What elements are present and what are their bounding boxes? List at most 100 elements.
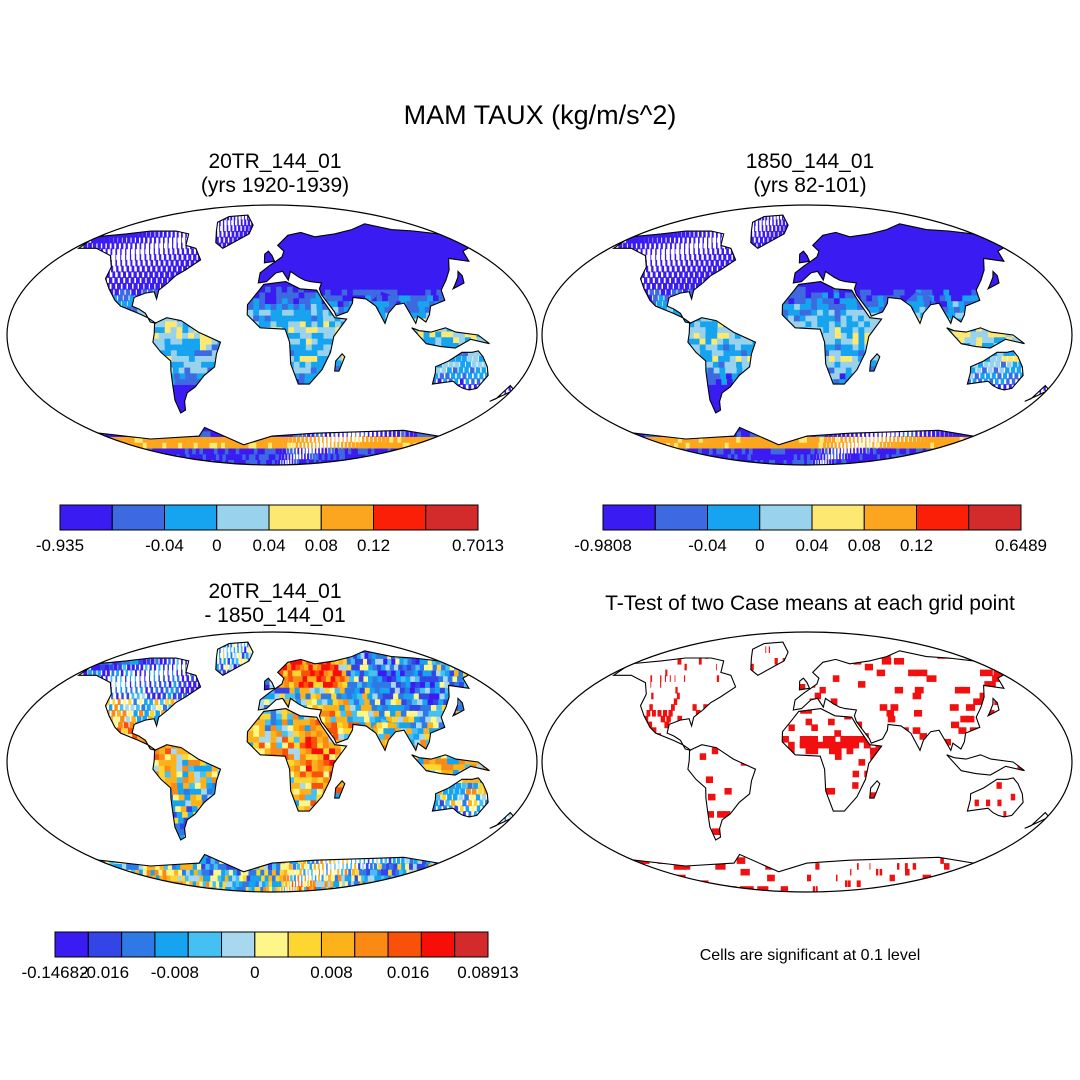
- case2-colorbar-label: 0: [755, 536, 764, 555]
- case1-colorbar-label: 0.04: [252, 536, 285, 555]
- case1-colorbar-label: 0.12: [357, 536, 390, 555]
- ttest-uk-field: [799, 684, 806, 690]
- case2-colorbar-swatch: [968, 504, 1022, 531]
- ttest-greenland-coastline: [750, 641, 789, 676]
- case1-colorbar-swatch: [425, 504, 479, 531]
- case2-title: 1850_144_01 (yrs 82-101): [670, 150, 950, 198]
- case1-colorbar-swatch: [111, 504, 165, 531]
- diff-colorbar-label: 0.016: [387, 963, 430, 982]
- case1-samerica-coastline: [152, 317, 222, 414]
- case1-nz-coastline: [489, 384, 515, 402]
- diff-madagascar-coastline: [334, 779, 346, 799]
- diff-nz-coastline: [489, 811, 515, 829]
- case1-colorbar-label: 0.08: [305, 536, 338, 555]
- diff-seasia-coastline: [411, 754, 490, 776]
- case1-colorbar: -0.935 -0.04 0 0.04 0.08 0.12 0.7013: [36, 504, 504, 555]
- case2-samerica-coastline: [687, 317, 757, 414]
- case1-africa-coastline: [246, 281, 348, 385]
- case2-colorbar: -0.9808 -0.04 0 0.04 0.08 0.12 0.6489: [574, 504, 1047, 555]
- diff-title-line1: 20TR_144_01: [208, 580, 342, 603]
- ttest-japan-coastline: [986, 697, 1000, 718]
- diff-colorbar-swatch: [454, 931, 489, 958]
- case2-eurasia-coastline: [792, 223, 1009, 325]
- ttest-map-background: [542, 632, 1072, 892]
- ttest-coastlines: [609, 641, 1050, 892]
- case1-australia-coastline: [431, 350, 489, 391]
- case2-colorbar-label: 0.08: [848, 536, 881, 555]
- diff-colorbar-swatch: [121, 931, 156, 958]
- ttest-map: [541, 631, 1073, 893]
- diff-colorbar-label: -0.008: [151, 963, 199, 982]
- diff-colorbar-swatch: [354, 931, 389, 958]
- diff-namerica-coastline: [76, 657, 202, 751]
- diff-colorbar-swatch: [187, 931, 223, 958]
- case1-colorbar-label: 0: [212, 536, 221, 555]
- diff-title-line2: - 1850_144_01: [204, 604, 346, 627]
- case2-colorbar-swatch: [602, 504, 656, 531]
- diff-colorbar-swatch: [387, 931, 422, 958]
- diff-colorbar: -0.14682-0.016 -0.008 0 0.008 0.016 0.08913: [21, 931, 519, 982]
- case2-colorbar-swatch: [654, 504, 708, 531]
- case1-japan-coastline: [451, 270, 465, 291]
- diff-eurasia-coastline: [257, 650, 474, 752]
- case1-title-line2: (yrs 1920-1939): [200, 174, 350, 197]
- diff-colorbar-swatch: [54, 931, 89, 958]
- case2-namerica-coastline: [611, 230, 737, 324]
- case2-colorbar-swatch: [863, 504, 917, 531]
- ttest-namerica-coastline: [611, 657, 737, 751]
- diff-africa-coastline: [246, 708, 348, 812]
- diff-colorbar-swatch: [154, 931, 189, 958]
- case2-colorbar-label: 0.04: [795, 536, 828, 555]
- diff-colorbar-label: -0.016: [81, 963, 129, 982]
- case1-map: [6, 204, 538, 466]
- case1-colorbar-swatch: [373, 504, 427, 531]
- diff-australia-coastline: [431, 777, 489, 818]
- diff-colorbar-swatch: [287, 931, 322, 958]
- case2-nz-coastline: [1024, 384, 1050, 402]
- case1-uk-coastline: [263, 250, 276, 264]
- main-title: MAM TAUX (kg/m/s^2): [403, 100, 677, 130]
- case2-seasia-coastline: [946, 327, 1025, 349]
- case2-colorbar-swatch: [759, 504, 813, 531]
- case1-title-line1: 20TR_144_01: [208, 150, 342, 173]
- case2-map: [541, 204, 1073, 466]
- diff-map-border: [6, 631, 538, 893]
- diff-colorbar-label: 0.08913: [457, 963, 518, 982]
- case2-title-line2: (yrs 82-101): [753, 174, 867, 197]
- case2-australia-coastline: [966, 350, 1024, 391]
- case2-greenland-coastline: [750, 214, 789, 249]
- case2-colorbar-label: 0.6489: [995, 536, 1047, 555]
- case2-colorbar-label: 0.12: [900, 536, 933, 555]
- case1-colorbar-swatch: [216, 504, 270, 531]
- case1-map-border: [6, 204, 538, 466]
- diff-map: [6, 631, 538, 893]
- case2-colorbar-label: -0.04: [688, 536, 727, 555]
- diff-colorbar-label: 0.008: [310, 963, 353, 982]
- diff-samerica-coastline: [152, 744, 222, 841]
- case1-namerica-coastline: [76, 230, 202, 324]
- ttest-madagascar-field: [870, 792, 877, 799]
- case1-eurasia-coastline: [257, 223, 474, 325]
- diff-uk-coastline: [263, 677, 276, 691]
- case2-japan-coastline: [986, 270, 1000, 291]
- diff-japan-coastline: [451, 697, 465, 718]
- diff-greenland-coastline: [215, 641, 254, 676]
- case1-madagascar-coastline: [334, 352, 346, 372]
- case1-colorbar-swatch: [164, 504, 218, 531]
- case1-title: 20TR_144_01 (yrs 1920-1939): [135, 150, 415, 198]
- diff-colorbar-swatch: [254, 931, 289, 958]
- ttest-map-border: [541, 631, 1073, 893]
- ttest-seasia-coastline: [946, 754, 1025, 776]
- case1-colorbar-label: -0.04: [145, 536, 184, 555]
- diff-colorbar-swatch: [87, 931, 123, 958]
- case1-colorbar-label: 0.7013: [452, 536, 504, 555]
- case2-africa-coastline: [781, 281, 883, 385]
- case2-colorbar-swatch: [916, 504, 970, 531]
- ttest-madagascar-coastline: [869, 779, 881, 799]
- ttest-note: Cells are significant at 0.1 level: [699, 947, 921, 964]
- ttest-samerica-coastline: [687, 744, 757, 841]
- diff-colorbar-swatch: [320, 931, 356, 958]
- case2-title-line1: 1850_144_01: [745, 150, 875, 173]
- case2-coastlines: [609, 214, 1050, 465]
